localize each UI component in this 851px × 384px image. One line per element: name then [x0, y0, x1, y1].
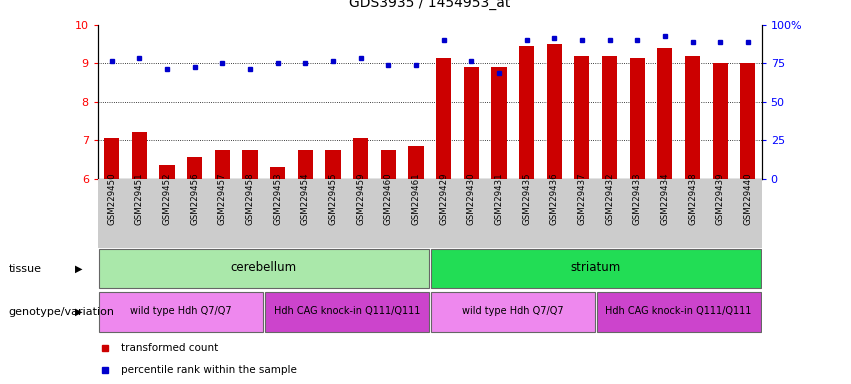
Text: cerebellum: cerebellum	[231, 262, 297, 275]
Bar	[519, 46, 534, 179]
Text: Hdh CAG knock-in Q111/Q111: Hdh CAG knock-in Q111/Q111	[273, 306, 420, 316]
Bar	[464, 67, 479, 179]
Text: ▶: ▶	[75, 264, 83, 274]
Text: striatum: striatum	[570, 262, 621, 275]
Bar	[132, 132, 147, 179]
Text: ▶: ▶	[75, 307, 83, 317]
Text: GDS3935 / 1454953_at: GDS3935 / 1454953_at	[349, 0, 511, 10]
Text: wild type Hdh Q7/Q7: wild type Hdh Q7/Q7	[130, 306, 231, 316]
Bar	[325, 150, 340, 179]
Bar	[431, 292, 595, 332]
Bar	[298, 150, 313, 179]
Bar	[712, 63, 728, 179]
Bar	[214, 150, 230, 179]
Bar	[431, 249, 761, 288]
Bar	[491, 67, 506, 179]
Text: genotype/variation: genotype/variation	[9, 307, 115, 317]
Bar	[243, 150, 258, 179]
Bar	[408, 146, 424, 179]
Bar	[597, 292, 761, 332]
Text: wild type Hdh Q7/Q7: wild type Hdh Q7/Q7	[462, 306, 563, 316]
Text: transformed count: transformed count	[121, 343, 219, 353]
Bar	[685, 56, 700, 179]
Bar	[602, 56, 617, 179]
Bar	[546, 44, 562, 179]
Bar	[159, 165, 174, 179]
Text: percentile rank within the sample: percentile rank within the sample	[121, 365, 297, 375]
Text: Hdh CAG knock-in Q111/Q111: Hdh CAG knock-in Q111/Q111	[605, 306, 752, 316]
Bar	[265, 292, 429, 332]
Bar	[630, 58, 645, 179]
Bar	[740, 63, 756, 179]
Bar	[187, 157, 203, 179]
Bar	[353, 138, 368, 179]
Text: tissue: tissue	[9, 264, 42, 274]
Bar	[436, 58, 451, 179]
Bar	[270, 167, 285, 179]
Bar	[574, 56, 590, 179]
Bar	[657, 48, 672, 179]
Bar	[99, 249, 429, 288]
Bar	[104, 138, 119, 179]
Bar	[380, 150, 396, 179]
Bar	[99, 292, 263, 332]
